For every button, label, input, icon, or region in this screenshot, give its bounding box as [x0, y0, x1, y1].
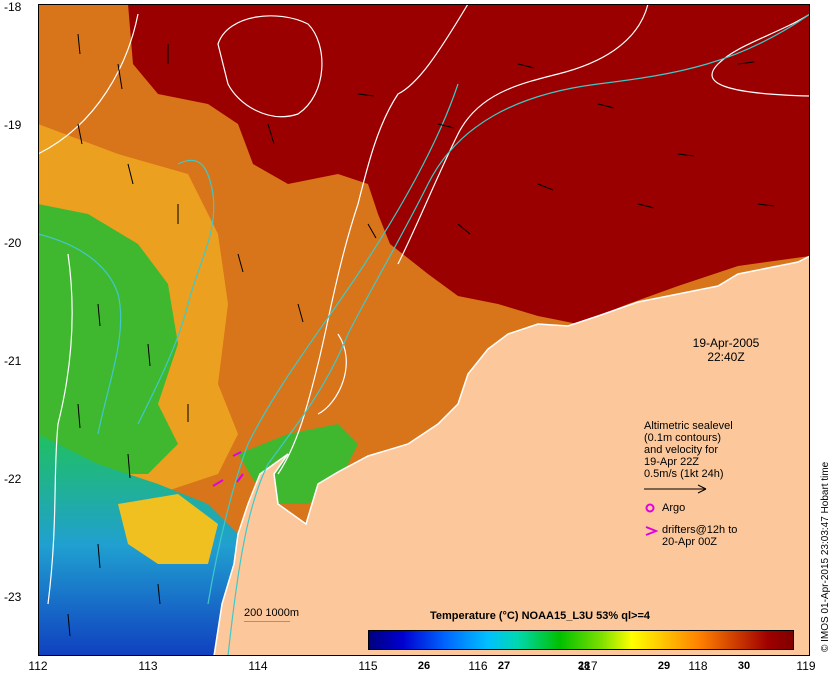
- argo-circle-icon: [645, 503, 655, 513]
- map-legend: Altimetric sealevel (0.1m contours) and …: [644, 420, 737, 548]
- lat-label: -19: [4, 118, 22, 132]
- sealevel-contours: [38, 4, 810, 605]
- lon-label: 119: [796, 659, 816, 673]
- credit-text: © IMOS 01-Apr-2015 23:03:47 Hobart time: [820, 461, 831, 652]
- isobath-scale-label: 200 1000m: [244, 607, 300, 619]
- date-text: 19-Apr-2005: [692, 336, 760, 350]
- lon-label: 117: [578, 659, 598, 673]
- lon-label: 114: [248, 659, 268, 673]
- colorbar-tick: 30: [737, 660, 751, 672]
- lon-label: 113: [138, 659, 158, 673]
- legend-line: (0.1m contours): [644, 432, 722, 444]
- colorbar-tick: 27: [497, 660, 511, 672]
- legend-line: 0.5m/s (1kt 24h): [644, 468, 724, 480]
- sea-yellow-south: [118, 494, 218, 564]
- legend-line: Altimetric sealevel: [644, 420, 733, 432]
- colorbar-title: Temperature (°C) NOAA15_L3U 53% ql>=4: [430, 610, 650, 622]
- colorbar: [368, 630, 794, 650]
- argo-legend: Argo: [644, 502, 737, 514]
- time-text: 22:40Z: [707, 350, 745, 364]
- drifter-chevron-icon: [645, 526, 658, 536]
- isobaths: [38, 13, 810, 656]
- drifter-label: 20-Apr 00Z: [662, 536, 718, 548]
- lon-label: 112: [28, 659, 48, 673]
- lat-label: -18: [4, 0, 22, 14]
- lat-label: -23: [4, 590, 22, 604]
- lon-label: 116: [468, 659, 488, 673]
- sea-warm: [128, 4, 810, 324]
- legend-line: and velocity for: [644, 444, 718, 456]
- lat-label: -20: [4, 236, 22, 250]
- drifter-legend: drifters@12h to 20-Apr 00Z: [644, 524, 737, 548]
- legend-line: 19-Apr 22Z: [644, 456, 700, 468]
- sea-green: [38, 204, 178, 474]
- colorbar-tick: 26: [417, 660, 431, 672]
- argo-label: Argo: [662, 502, 686, 514]
- land: [213, 255, 810, 656]
- colorbar-tick: 28: [577, 660, 591, 672]
- timestamp: 19-Apr-2005 22:40Z: [676, 336, 776, 364]
- lat-label: -22: [4, 472, 22, 486]
- lon-label: 118: [688, 659, 708, 673]
- lat-label: -21: [4, 354, 22, 368]
- drifter-label: drifters@12h to: [662, 524, 738, 536]
- lon-label: 115: [358, 659, 378, 673]
- drifter-tracks: [212, 451, 244, 487]
- velocity-arrows: [67, 33, 775, 637]
- sst-map: [38, 4, 810, 656]
- velocity-scale-arrow-icon: [644, 484, 707, 494]
- colorbar-tick: 29: [657, 660, 671, 672]
- sst-map-canvas: [38, 4, 810, 656]
- isobath-scale-line: [244, 621, 290, 622]
